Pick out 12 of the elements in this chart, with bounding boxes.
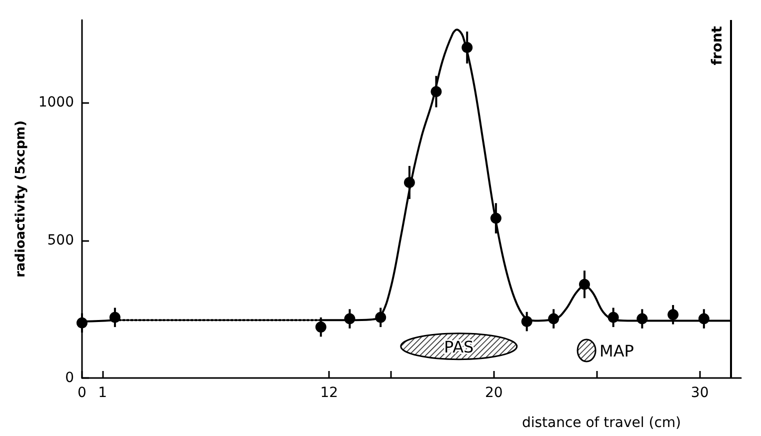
y-tick-label: 500 (47, 232, 74, 248)
x-tick-label: 1 (98, 385, 108, 401)
x-tick-label: 30 (690, 385, 709, 401)
x-axis-title: distance of travel (cm) (522, 415, 682, 431)
ref-line-label: front (710, 26, 726, 66)
x-tick-label: 20 (484, 385, 503, 401)
y-axis-title: radioactivity (5xcpm) (13, 120, 28, 278)
x-tick-label: 0 (78, 385, 86, 401)
annotation: MAP (600, 341, 634, 360)
y-tick-label: 1000 (38, 94, 74, 111)
x-tick-label: 12 (320, 385, 338, 401)
y-tick-label: 0 (65, 370, 74, 386)
